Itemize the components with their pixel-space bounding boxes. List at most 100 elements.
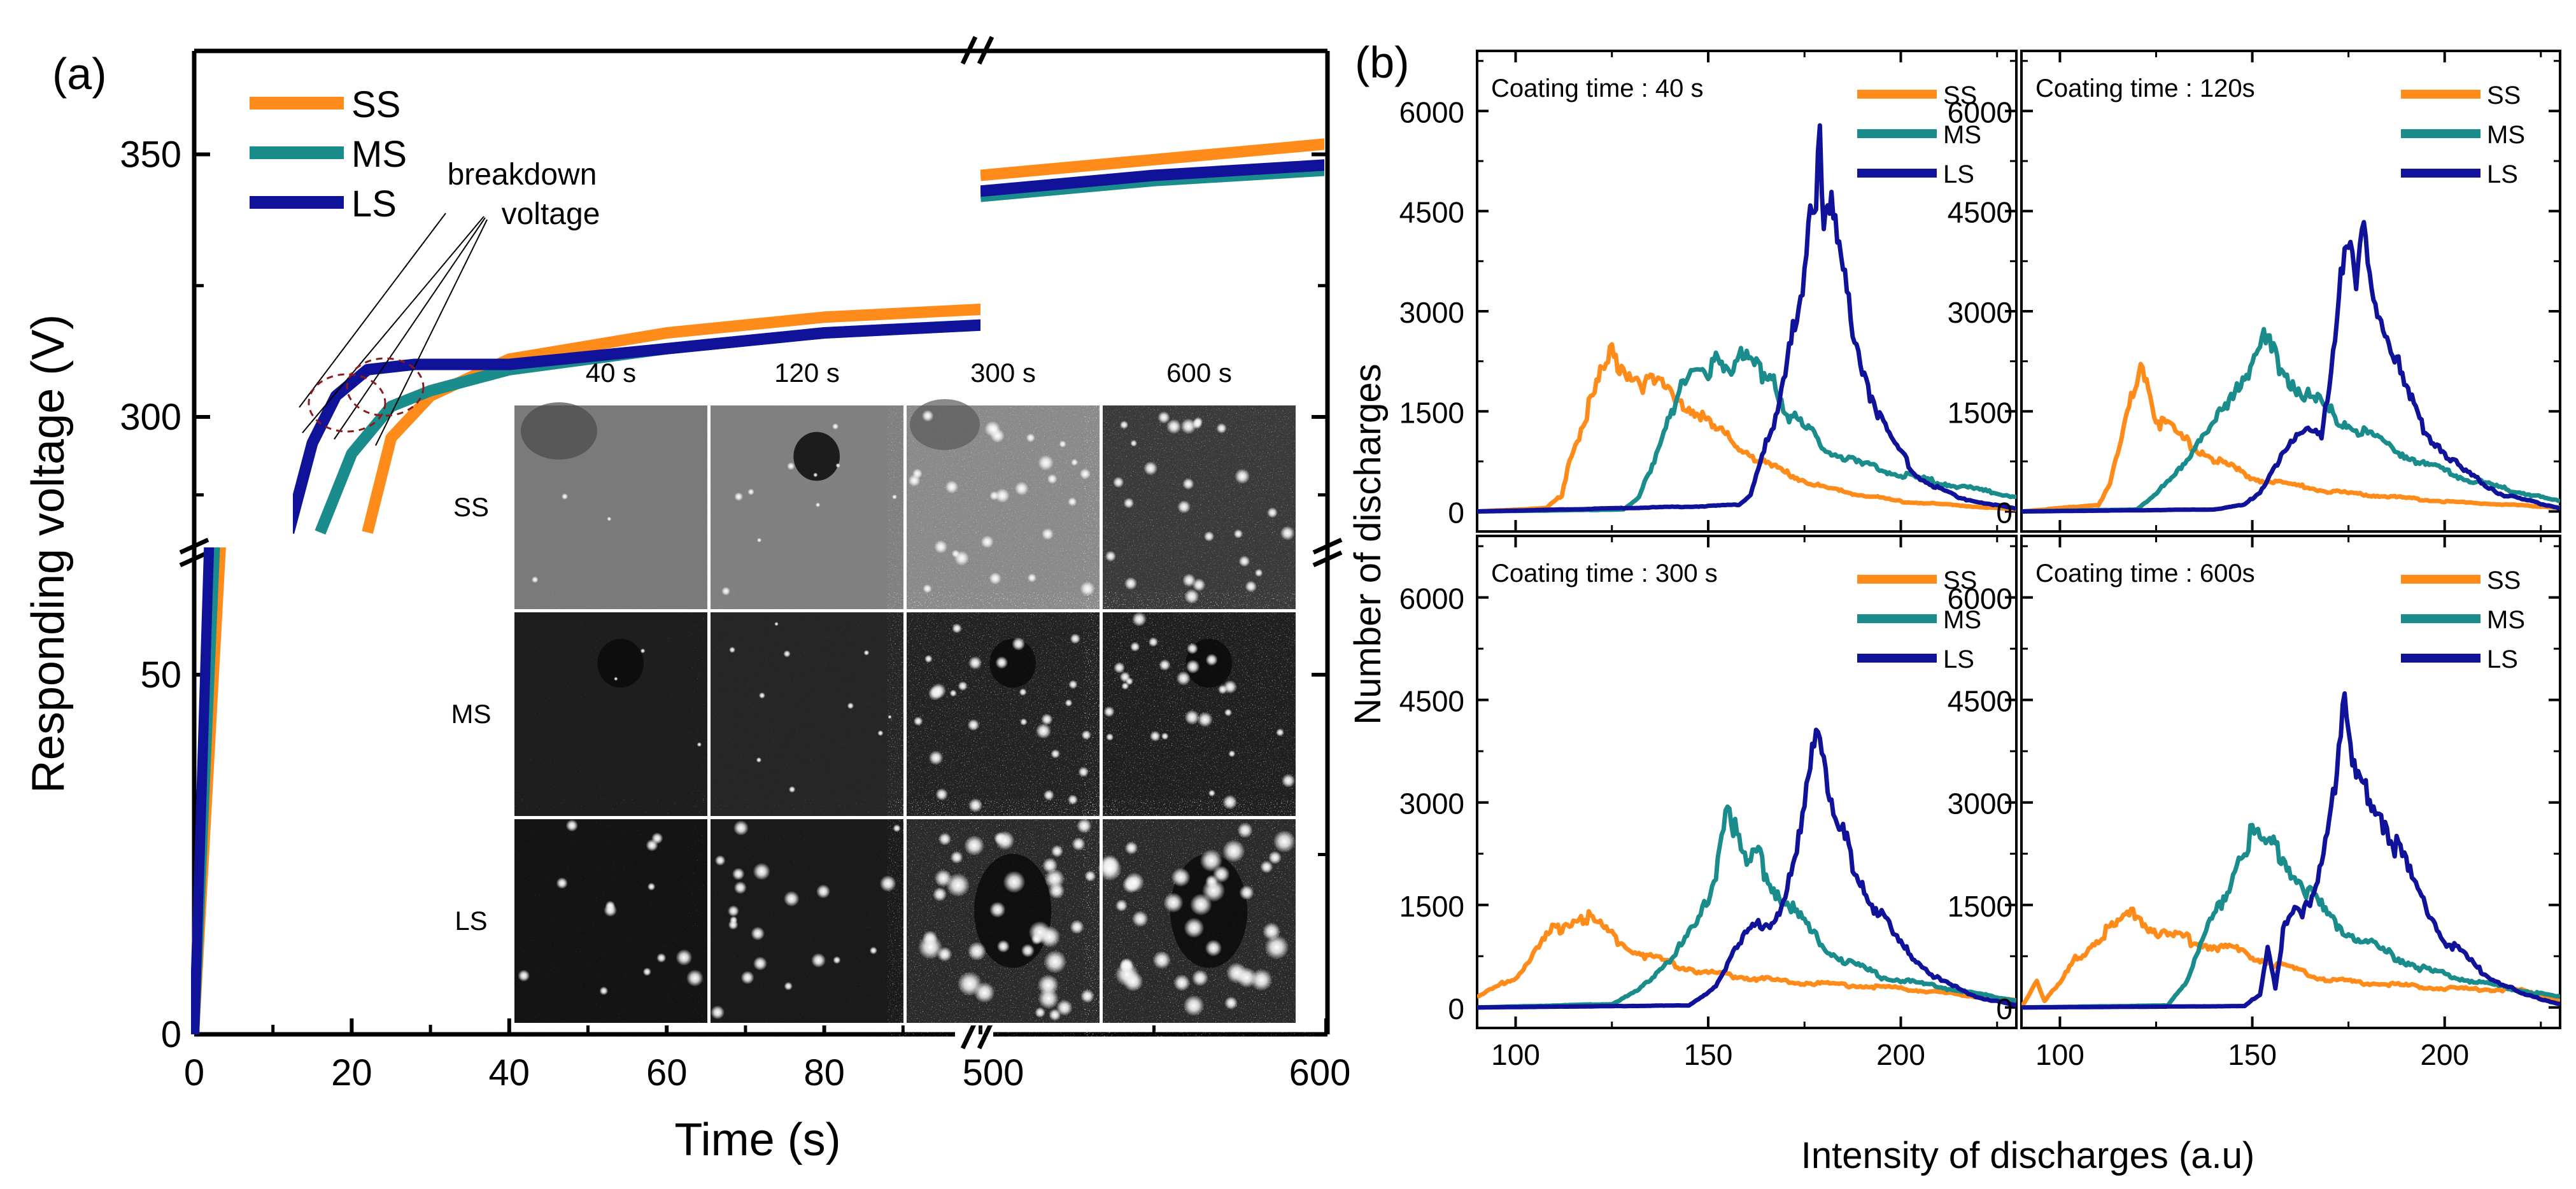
micrograph-discharge-spot (990, 428, 1005, 443)
inset-column-label: 600 s (1166, 358, 1232, 388)
micrograph-discharge-spot (968, 798, 983, 813)
micrograph-discharge-spot (945, 873, 970, 897)
b-legend-label-MS: MS (2487, 121, 2525, 149)
micrograph-discharge-spot (1068, 680, 1078, 689)
micrograph-discharge-spot (832, 423, 839, 430)
panel-b-ylabel: Number of discharges (1347, 363, 1389, 724)
micrograph-discharge-spot (1044, 868, 1065, 889)
micrograph-discharge-spot (815, 502, 821, 507)
micrograph-discharge-spot (565, 819, 578, 832)
panel-a-ylabel: Responding voltage (V) (23, 314, 74, 793)
micrograph-discharge-spot (1019, 688, 1027, 696)
micrograph-discharge-spot (833, 956, 841, 964)
panel-a-label: (a) (52, 49, 107, 99)
a-xtick-label: 60 (646, 1052, 688, 1094)
micrograph-discharge-spot (1070, 920, 1084, 934)
breakdown-annotation: breakdown voltage (299, 158, 600, 446)
micrograph-discharge-spot (1038, 988, 1059, 1010)
micrograph-discharge-spot (676, 949, 693, 966)
micrograph-discharge-spot (1124, 872, 1145, 892)
micrograph-discharge-spot (642, 967, 652, 976)
micrograph-discharge-spot (1105, 733, 1114, 741)
micrograph-discharge-spot (783, 650, 791, 658)
b-subplot-frame (1476, 535, 2018, 1029)
inset-column-label: 120 s (774, 358, 840, 388)
micrograph-discharge-spot (917, 934, 943, 960)
micrograph-discharge-spot (1166, 419, 1182, 434)
micrograph-discharge-spot (1035, 1007, 1046, 1018)
micrograph-discharge-spot (753, 956, 767, 971)
micrograph-specks (711, 819, 903, 1023)
micrograph-discharge-spot (1131, 612, 1147, 627)
micrograph-discharge-spot (1157, 411, 1170, 424)
micrograph-discharge-spot (1051, 845, 1064, 857)
b-series-SS (2021, 362, 2560, 514)
inset-row-label: LS (455, 906, 487, 936)
micrograph-pore (989, 638, 1037, 688)
micrograph-tile (711, 405, 903, 609)
micrograph-discharge-spot (1233, 529, 1243, 539)
micrograph-discharge-spot (1041, 713, 1053, 726)
micrograph-discharge-spot (1237, 822, 1253, 838)
b-subplot: 0 1500 3000 4500 6000 Coating time : 120s SS MS… (1948, 50, 2561, 533)
micrograph-specks (514, 819, 707, 1023)
micrograph-tile (1103, 612, 1296, 816)
micrograph-discharge-spot (1216, 423, 1227, 434)
micrograph-discharge-spot (1105, 551, 1117, 562)
b-ytick-label: 1500 (1399, 396, 1464, 429)
micrograph-discharge-spot (733, 881, 747, 894)
micrograph-discharge-spot (686, 969, 704, 987)
micrograph-discharge-spot (1129, 642, 1140, 652)
breakdown-circle-ls (308, 373, 386, 433)
b-subplot: 0 1500 3000 4500 6000 Coating time : 40 s SS MS… (1399, 50, 2018, 533)
micrograph-specks (711, 612, 903, 816)
micrograph-discharge-spot (816, 884, 831, 899)
micrograph-pore (597, 638, 644, 688)
micrograph-discharge-spot (1180, 418, 1196, 435)
micrograph-discharge-spot (931, 683, 947, 699)
a-xtick-label: 0 (184, 1052, 204, 1094)
micrograph-discharge-spot (1163, 892, 1184, 913)
micrograph-discharge-spot (784, 981, 793, 991)
b-ytick-label-inner: 3000 (1948, 787, 2013, 820)
b-ytick-label: 1500 (1399, 890, 1464, 923)
micrograph-discharge-spot (732, 868, 745, 880)
micrograph-discharge-spot (994, 488, 1010, 503)
micrograph-discharge-spot (1047, 474, 1058, 484)
a-xtick-label: 500 (963, 1052, 1024, 1094)
micrograph-discharge-spot (1200, 849, 1223, 872)
b-legend-label-SS: SS (1943, 81, 1977, 109)
a-xtick-label: 40 (489, 1052, 530, 1094)
panel-a-axis-break-marks (179, 36, 1343, 1050)
micrograph-discharge-spot (756, 757, 762, 763)
b-legend-label-MS: MS (1943, 606, 1981, 634)
micrograph-discharge-spot (1031, 933, 1043, 945)
micrograph-discharge-spot (1072, 837, 1086, 851)
micrograph-discharge-spot (1224, 708, 1233, 717)
micrograph-specks (1103, 405, 1296, 609)
inset-row-label: MS (451, 699, 492, 729)
b-series-LS (2021, 220, 2560, 514)
b-xtick-label: 200 (1876, 1038, 1925, 1071)
micrograph-discharge-spot (640, 648, 646, 654)
b-ytick-label-inner: 6000 (1948, 582, 2013, 616)
micrograph-discharge-spot (656, 953, 667, 963)
micrograph-discharge-spot (989, 491, 999, 501)
micrograph-discharge-spot (952, 623, 962, 634)
micrograph-discharge-spot (1123, 498, 1135, 509)
micrograph-tile (514, 612, 707, 816)
micrograph-discharge-spot (1068, 497, 1077, 507)
micrograph-discharge-spot (1238, 555, 1250, 567)
micrograph-discharge-spot (913, 716, 923, 726)
b-series-LS (2021, 691, 2560, 1010)
micrograph-discharge-spot (1080, 581, 1095, 596)
micrograph-discharge-spot (1152, 950, 1171, 969)
micrograph-discharge-spot (1124, 577, 1138, 590)
micrograph-tile (514, 819, 707, 1023)
a-legend-label-LS: LS (351, 183, 397, 225)
micrograph-discharge-spot (1226, 962, 1248, 984)
micrograph-discharge-spot (1222, 794, 1238, 810)
micrograph-discharge-spot (945, 480, 959, 494)
